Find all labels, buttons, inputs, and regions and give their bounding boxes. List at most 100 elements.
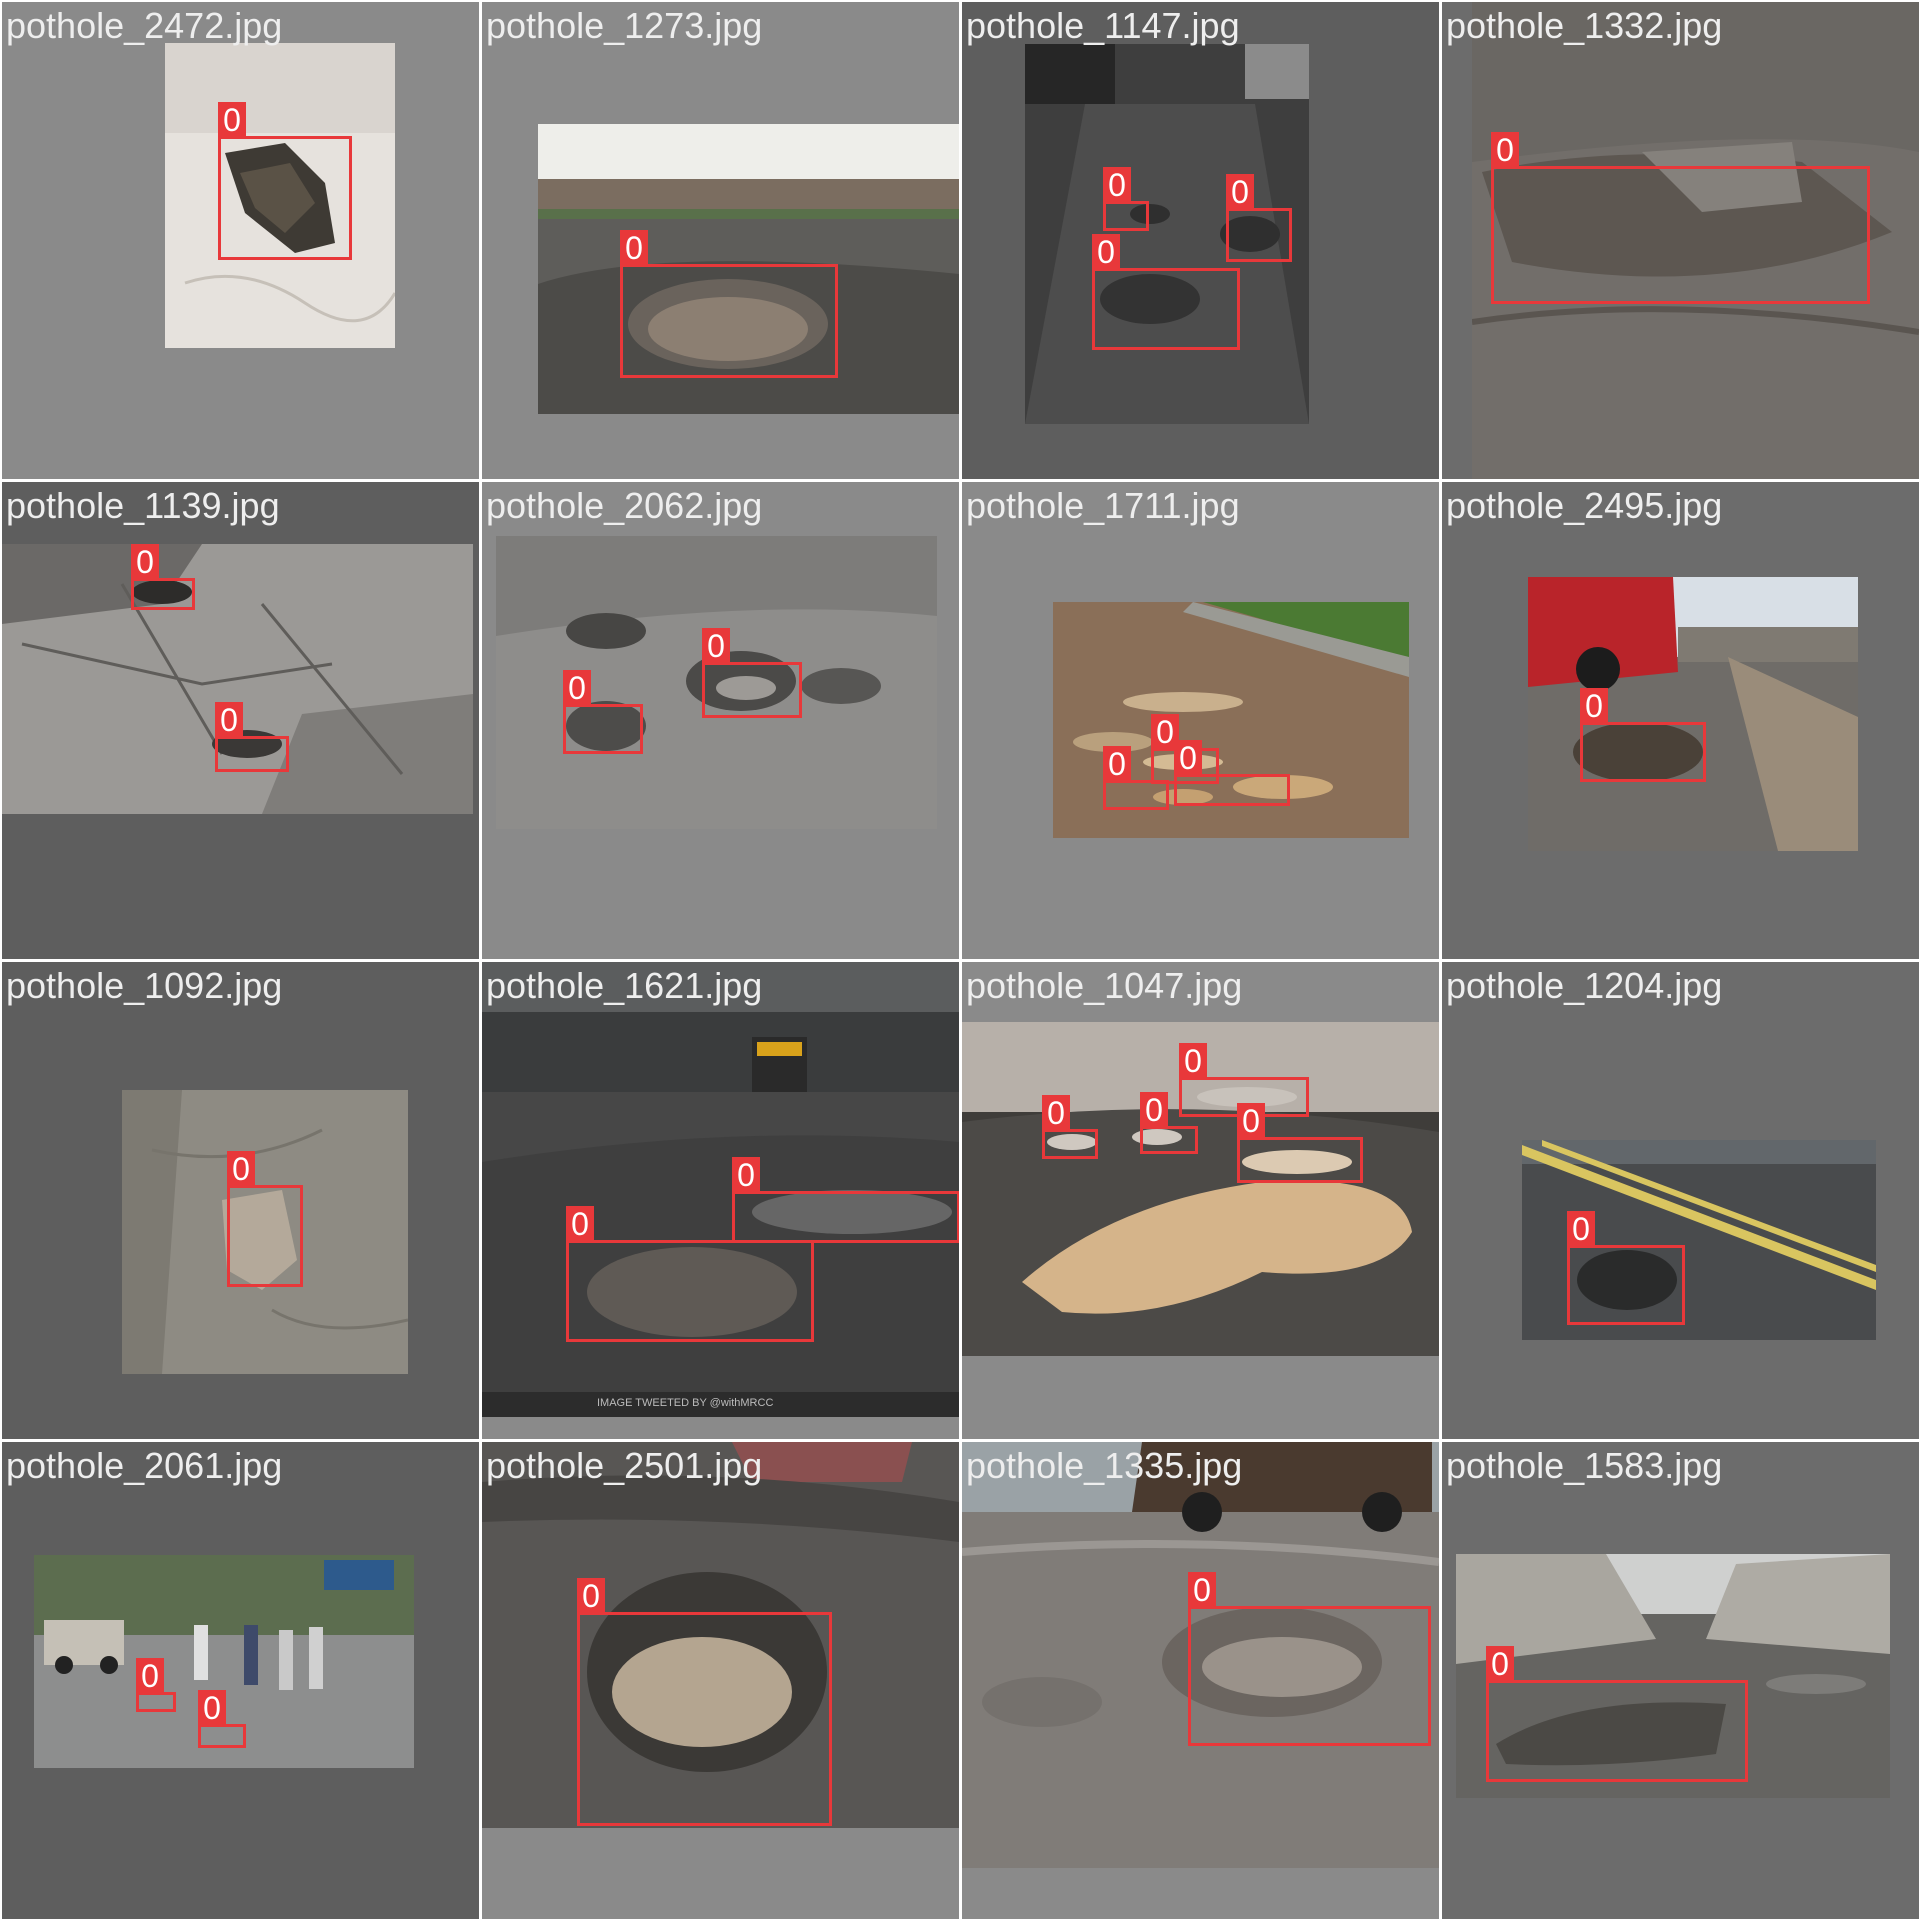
class-label: 0 [218,102,246,138]
file-name: pothole_1047.jpg [966,965,1243,1006]
photo-scene [1528,577,1858,851]
detection-box: 0 [1226,174,1292,262]
class-label: 0 [136,1658,164,1694]
class-label: 0 [227,1151,255,1187]
photo-scene [482,1442,959,1828]
detection-box: 0 [577,1578,832,1826]
class-label: 0 [620,230,648,266]
photo-scene [962,1442,1439,1868]
detection-box: 0 [1580,688,1706,782]
class-label: 0 [563,670,591,706]
tile-pothole-2062: 0 0 pothole_2062.jpg [482,482,959,959]
tile-photo [1522,1140,1876,1340]
file-name: pothole_1147.jpg [966,5,1240,46]
tile-pothole-1711: 0 0 0 pothole_1711.jpg [962,482,1439,959]
detection-box: 0 [1042,1095,1098,1159]
class-label: 0 [1174,740,1202,776]
tile-pothole-2061: 0 0 pothole_2061.jpg [2,1442,479,1919]
photo-scene [2,544,473,814]
tile-pothole-1092: 0 pothole_1092.jpg [2,962,479,1439]
tile-pothole-1332: 0 pothole_1332.jpg [1442,2,1919,479]
class-label: 0 [1491,132,1519,168]
tile-pothole-1621: 0 0 pothole_1621.jpg IMAGE TWEETED BY @w… [482,962,959,1439]
tile-pothole-1147: 0 0 0 pothole_1147.jpg [962,2,1439,479]
class-label: 0 [1486,1646,1514,1682]
class-label: 0 [1103,746,1131,782]
tile-photo [496,536,937,829]
class-label: 0 [215,702,243,738]
class-label: 0 [1237,1103,1265,1139]
file-name: pothole_2495.jpg [1446,485,1723,526]
file-name: pothole_1273.jpg [486,5,763,46]
detection-box: 0 [566,1206,814,1342]
photo-scene [496,536,937,829]
class-label: 0 [198,1690,226,1726]
tile-pothole-1204: 0 pothole_1204.jpg [1442,962,1919,1439]
detection-box: 0 [1486,1646,1748,1782]
detection-box: 0 [198,1690,246,1748]
file-name: pothole_1204.jpg [1446,965,1723,1006]
tile-photo [2,544,473,814]
tile-photo [165,43,395,348]
detection-box: 0 [218,102,352,260]
tile-photo [482,1442,959,1828]
detection-box: 0 [1103,167,1149,231]
tile-photo [482,962,959,1417]
tile-pothole-1047: 0 0 0 0 pothole_1047.jpg [962,962,1439,1439]
tile-photo [962,1442,1439,1868]
photo-scene [1522,1140,1876,1340]
class-label: 0 [1580,688,1608,724]
photo-watermark: IMAGE TWEETED BY @withMRCC [597,1397,774,1409]
class-label: 0 [1226,174,1254,210]
tile-pothole-2495: 0 pothole_2495.jpg [1442,482,1919,959]
file-name: pothole_1092.jpg [6,965,283,1006]
tile-pothole-2501: 0 pothole_2501.jpg [482,1442,959,1919]
file-name: pothole_1335.jpg [966,1445,1243,1486]
file-name: pothole_2501.jpg [486,1445,763,1486]
tile-photo [1456,1554,1890,1798]
tile-pothole-1139: 0 0 pothole_1139.jpg [2,482,479,959]
file-name: pothole_1621.jpg [486,965,763,1006]
tile-pothole-2472: 0 pothole_2472.jpg [2,2,479,479]
photo-scene [122,1090,408,1374]
class-label: 0 [1567,1211,1595,1247]
class-label: 0 [1140,1092,1168,1128]
detection-box: 0 [1174,740,1290,806]
detection-box: 0 [136,1658,176,1712]
class-label: 0 [1092,234,1120,270]
detection-box: 0 [563,670,643,754]
detection-box: 0 [227,1151,303,1287]
detection-box: 0 [1103,746,1169,810]
class-label: 0 [1188,1572,1216,1608]
file-name: pothole_2472.jpg [6,5,283,46]
photo-scene [1025,44,1309,424]
detection-box: 0 [1092,234,1240,350]
file-name: pothole_1711.jpg [966,485,1240,526]
file-name: pothole_2061.jpg [6,1445,283,1486]
class-label: 0 [1103,167,1131,203]
class-label: 0 [1042,1095,1070,1131]
file-name: pothole_1583.jpg [1446,1445,1723,1486]
tile-photo [1053,602,1409,838]
detection-box: 0 [131,544,195,610]
detection-box: 0 [620,230,838,378]
detection-box: 0 [1567,1211,1685,1325]
tile-photo [1025,44,1309,424]
tile-pothole-1273: 0 pothole_1273.jpg [482,2,959,479]
detection-box: 0 [1188,1572,1431,1746]
detection-box: 0 [1237,1103,1363,1183]
class-label: 0 [702,628,730,664]
detection-box: 0 [702,628,802,718]
detection-box: 0 [1140,1092,1198,1154]
detection-box: 0 [215,702,289,772]
file-name: pothole_2062.jpg [486,485,763,526]
detection-box: 0 [732,1157,959,1243]
tile-pothole-1583: 0 pothole_1583.jpg [1442,1442,1919,1919]
photo-scene [34,1555,414,1768]
class-label: 0 [566,1206,594,1242]
photo-scene [165,43,395,348]
photo-scene [1472,2,1919,479]
detection-box: 0 [1491,132,1870,304]
class-label: 0 [1179,1043,1207,1079]
